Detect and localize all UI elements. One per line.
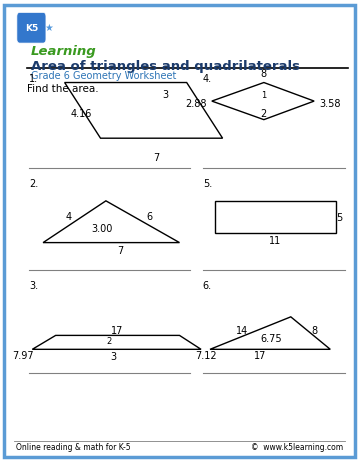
Text: 4.16: 4.16 [70,108,92,119]
Text: 6: 6 [146,211,152,221]
Text: 3.00: 3.00 [92,224,113,234]
Text: Find the area.: Find the area. [27,83,99,94]
Text: 11: 11 [269,236,281,246]
Text: 2.88: 2.88 [185,99,206,109]
Text: K5: K5 [25,24,38,33]
Text: 8: 8 [261,69,267,79]
FancyBboxPatch shape [17,13,46,44]
Text: 4: 4 [65,211,71,221]
Text: 3.: 3. [29,280,38,290]
Text: 3: 3 [162,90,168,100]
Text: 1: 1 [261,90,266,100]
Text: 14: 14 [236,325,248,335]
Text: 17: 17 [255,350,267,361]
Text: 5: 5 [336,213,342,223]
Text: 7.12: 7.12 [196,350,217,361]
Text: 17: 17 [111,325,123,335]
Text: 6.75: 6.75 [260,333,282,343]
Text: 3: 3 [110,351,116,362]
Text: 3.58: 3.58 [320,99,341,109]
Text: 6.: 6. [203,280,212,290]
Text: 2: 2 [261,108,267,119]
Text: Grade 6 Geometry Worksheet: Grade 6 Geometry Worksheet [31,71,176,81]
Text: Learning: Learning [31,45,96,58]
Text: 2: 2 [107,337,112,346]
Text: 7: 7 [153,152,159,163]
Text: 2.: 2. [29,178,39,188]
Text: Area of triangles and quadrilaterals: Area of triangles and quadrilaterals [31,60,299,73]
Text: 1.: 1. [29,74,38,84]
Text: ★: ★ [44,23,53,33]
Text: Online reading & math for K-5: Online reading & math for K-5 [16,442,131,451]
Text: 5.: 5. [203,178,212,188]
Text: 7: 7 [117,245,123,255]
Text: 7.97: 7.97 [13,350,34,361]
Text: ©  www.k5learning.com: © www.k5learning.com [251,442,343,451]
Text: 4.: 4. [203,74,212,84]
Text: 8: 8 [311,325,317,335]
